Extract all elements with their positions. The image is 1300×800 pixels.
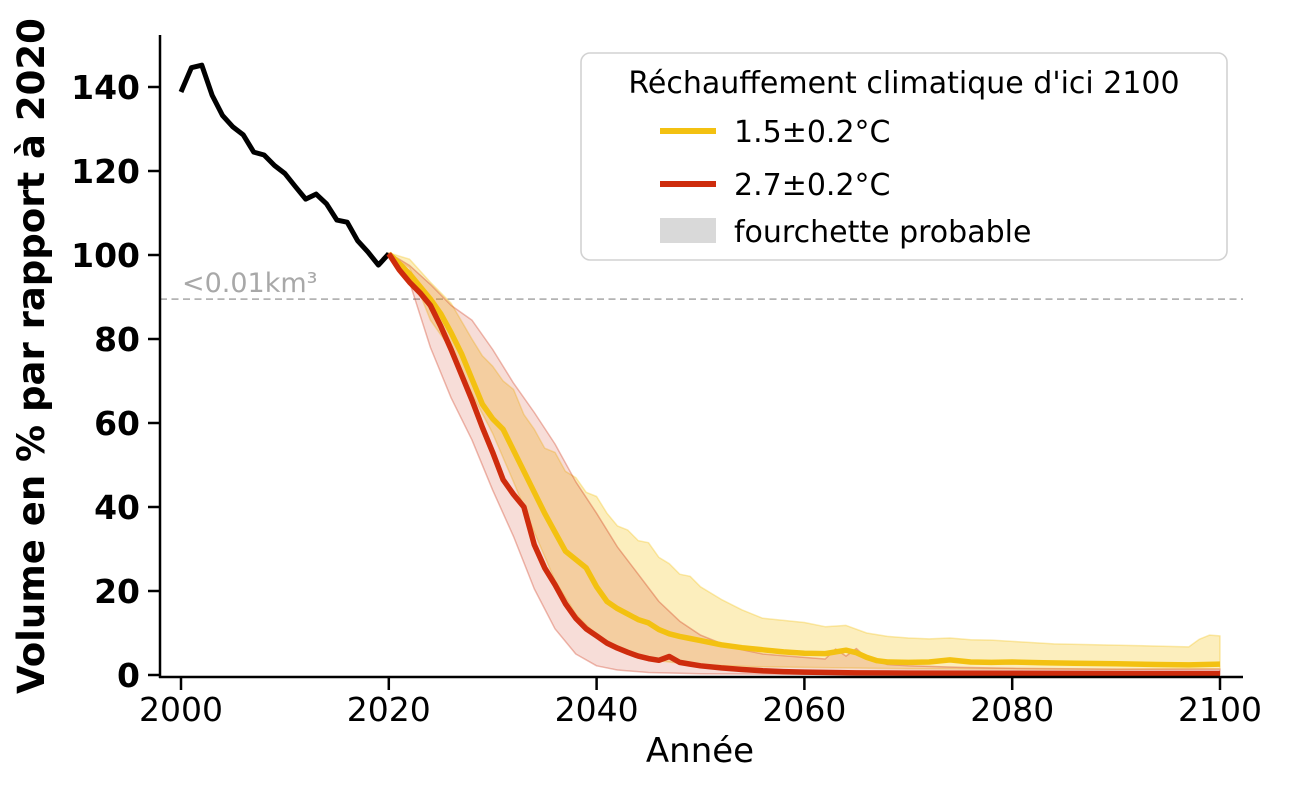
- threshold-label: <0.01km³: [182, 268, 318, 299]
- y-axis-title: Volume en % par rapport à 2020: [10, 18, 53, 694]
- x-tick-label: 2080: [970, 690, 1054, 729]
- uncertainty-bands-layer: [388, 252, 1221, 676]
- y-tick-label: 0: [117, 656, 140, 695]
- x-tick-label: 2020: [347, 690, 431, 729]
- y-tick-label: 80: [94, 320, 140, 359]
- legend-label-warming-2-7: 2.7±0.2°C: [734, 168, 891, 203]
- legend-frame: [580, 52, 1228, 261]
- series-line-warming_2_7C: [386, 252, 1220, 677]
- y-tick-label: 60: [94, 404, 140, 443]
- legend-patch-likely-range-icon: [660, 218, 716, 243]
- legend-title: Réchauffement climatique d'ici 2100: [628, 66, 1179, 101]
- x-tick-label: 2040: [555, 690, 639, 729]
- series-line-historical_2000_2020: [178, 62, 391, 268]
- x-axis-title: Année: [646, 731, 754, 771]
- x-tick-label: 2060: [762, 690, 846, 729]
- y-tick-label: 120: [71, 152, 140, 191]
- legend-label-warming-1-5: 1.5±0.2°C: [734, 115, 891, 150]
- y-tick-label: 20: [94, 572, 140, 611]
- axes-layer: 2000 2020 2040 2060 2080 21000204060801001201…: [71, 35, 1262, 729]
- x-tick-label: 2000: [139, 690, 223, 729]
- y-tick-label: 140: [71, 68, 140, 107]
- series-lines-layer: [178, 62, 1221, 677]
- legend: Réchauffement climatique d'ici 2100 1.5±…: [580, 52, 1228, 261]
- x-tick-label: 2100: [1178, 690, 1262, 729]
- y-tick-label: 40: [94, 488, 140, 527]
- y-tick-label: 100: [71, 236, 140, 275]
- uncertainty-band-warming_2_7C: [388, 252, 1221, 676]
- legend-label-likely-range: fourchette probable: [734, 215, 1031, 250]
- series-line-warming_1_5C: [386, 251, 1221, 668]
